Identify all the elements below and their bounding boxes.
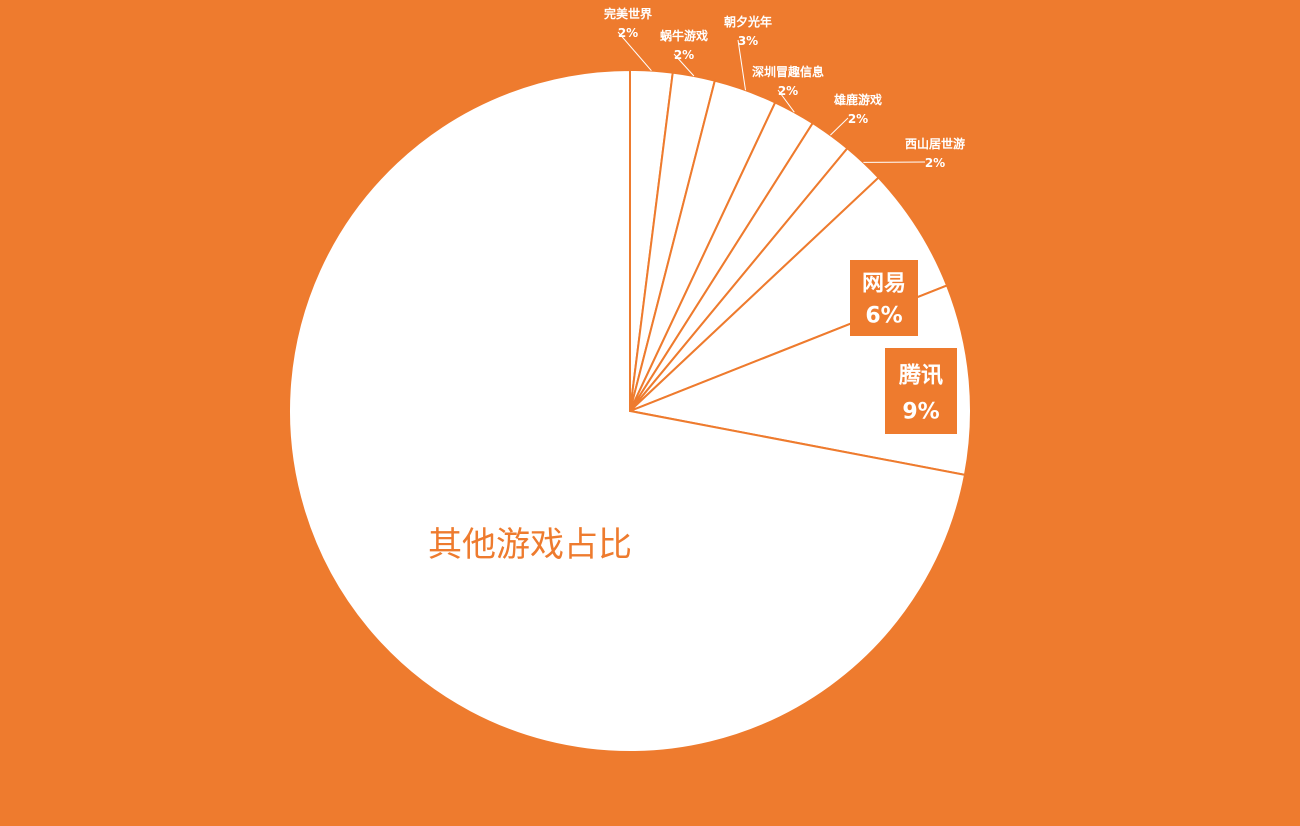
slice-percent-label: 2%	[925, 156, 945, 170]
slice-label: 网易	[862, 271, 906, 296]
leader-line	[777, 89, 795, 113]
slice-label: 朝夕光年	[724, 14, 772, 29]
pie-slice	[288, 68, 967, 753]
slice-percent-label: 2%	[618, 26, 638, 40]
label-box	[850, 260, 918, 336]
slice-percent-label: 3%	[738, 34, 758, 48]
pie-slice	[629, 176, 949, 412]
slice-label: 雄鹿游戏	[833, 92, 882, 107]
slice-percent-label: 2%	[848, 112, 868, 126]
slice-percent-label: 9%	[902, 400, 939, 425]
leader-line	[673, 53, 695, 77]
slice-percent-label: 2%	[778, 84, 798, 98]
slice-label: 深圳冒趣信息	[752, 64, 824, 79]
slice-label: 完美世界	[604, 6, 652, 21]
slice-label: 腾讯	[899, 363, 943, 388]
leader-line	[737, 39, 746, 91]
slice-label: 其他游戏占比	[428, 525, 632, 565]
label-box	[885, 348, 957, 434]
slice-label: 西山居世游	[905, 136, 965, 151]
leader-line	[617, 31, 652, 72]
slice-percent-label: 6%	[865, 303, 902, 328]
slice-percent-label: 2%	[674, 48, 694, 62]
leader-line	[830, 117, 849, 136]
slice-label: 蜗牛游戏	[660, 28, 708, 43]
